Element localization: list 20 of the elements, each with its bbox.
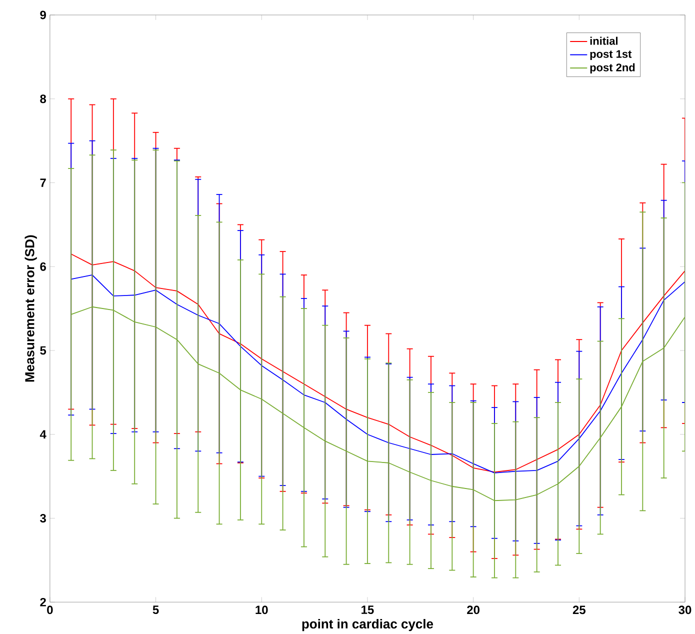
x-tick-label: 10 [256, 605, 268, 614]
legend-label: post 2nd [590, 63, 635, 74]
x-tick-label: 20 [467, 605, 480, 614]
x-tick-label: 25 [572, 605, 586, 614]
y-tick-label: 9 [40, 10, 46, 19]
y-axis-title: Measurement error (SD) [24, 235, 37, 382]
y-tick-label: 5 [40, 346, 46, 354]
legend-label: initial [590, 36, 618, 45]
y-tick-label: 3 [40, 514, 46, 522]
x-tick-label: 0 [47, 605, 53, 614]
y-tick-label: 8 [40, 94, 46, 103]
y-tick-label: 6 [40, 262, 46, 271]
y-tick-label: 2 [40, 598, 46, 606]
x-tick-label: 15 [362, 605, 374, 614]
y-tick-label: 4 [40, 430, 46, 438]
y-tick-label: 7 [40, 178, 46, 187]
x-axis-title: point in cardiac cycle [302, 618, 434, 631]
legend-label: post 1st [590, 50, 632, 60]
x-tick-label: 30 [678, 605, 692, 614]
x-tick-label: 5 [152, 605, 159, 614]
